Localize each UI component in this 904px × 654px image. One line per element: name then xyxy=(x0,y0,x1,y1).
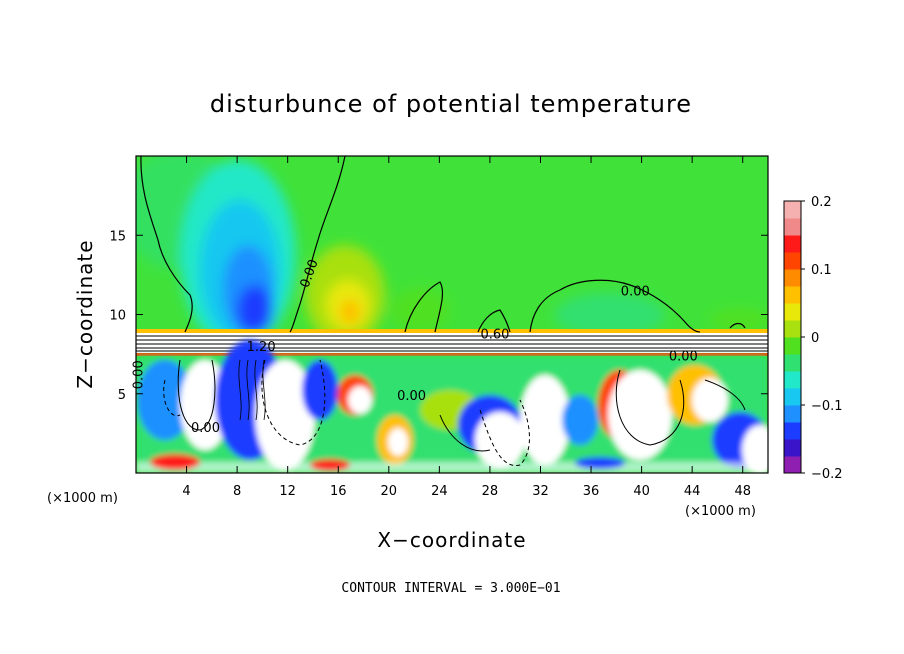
colorbar-tick-label: −0.1 xyxy=(811,399,843,414)
x-tick-label: 44 xyxy=(684,484,701,499)
contour-label: 0.00 xyxy=(397,389,426,404)
colorbar-tick-label: 0.2 xyxy=(811,195,832,210)
x-axis: 4 8 12 16 20 24 28 32 36 40 44 48 xyxy=(182,156,751,499)
colorbar-swatch xyxy=(784,218,801,236)
contour-label: 1.20 xyxy=(247,340,276,355)
x-tick-label: 12 xyxy=(279,484,296,499)
contour-label: 0.60 xyxy=(480,327,509,342)
colorbar-swatch xyxy=(784,422,801,440)
colorbar-swatch xyxy=(784,337,801,355)
x-tick-label: 16 xyxy=(330,484,347,499)
chart-title: disturbunce of potential temperature xyxy=(210,90,692,118)
colorbar-swatch xyxy=(784,235,801,253)
contour-label: 0.00 xyxy=(131,360,146,389)
contour-label: 0.00 xyxy=(669,349,698,364)
colorbar-swatch xyxy=(784,456,801,474)
x-tick-label: 48 xyxy=(734,484,751,499)
colorbar-tick-label: 0.1 xyxy=(811,263,832,278)
x-tick-label: 24 xyxy=(431,484,448,499)
x-unit-label-right: (×1000 m) xyxy=(685,504,756,519)
colorbar xyxy=(783,200,802,474)
y-tick-label: 5 xyxy=(118,388,126,403)
colorbar-swatch xyxy=(784,371,801,389)
colorbar-swatch xyxy=(784,320,801,338)
x-unit-label-left: (×1000 m) xyxy=(47,491,118,506)
x-tick-label: 32 xyxy=(532,484,549,499)
colorbar-ticks: 0.2 0.1 0 −0.1 −0.2 xyxy=(801,195,843,482)
colorbar-swatch xyxy=(784,405,801,423)
contour-interval-note: CONTOUR INTERVAL = 3.000E−01 xyxy=(341,581,560,596)
y-axis: 5 10 15 xyxy=(109,229,768,403)
colorbar-swatch xyxy=(784,439,801,457)
contour-labels: 0.000.000.601.200.000.000.000.00 xyxy=(131,258,697,436)
colorbar-swatch xyxy=(784,252,801,270)
colorbar-swatch xyxy=(784,354,801,372)
y-axis-label: Z−coordinate xyxy=(73,239,97,388)
colorbar-swatch xyxy=(784,201,801,219)
contour-label: 0.00 xyxy=(191,421,220,436)
heatmap-field xyxy=(136,156,768,473)
y-tick-label: 15 xyxy=(109,229,126,244)
x-tick-label: 28 xyxy=(482,484,499,499)
colorbar-swatch xyxy=(784,286,801,304)
colorbar-tick-label: −0.2 xyxy=(811,467,843,482)
colorbar-swatch xyxy=(784,388,801,406)
colorbar-swatch xyxy=(784,269,801,287)
contour-label: 0.00 xyxy=(621,284,650,299)
y-tick-label: 10 xyxy=(109,309,126,324)
colorbar-tick-label: 0 xyxy=(811,331,819,346)
x-tick-label: 4 xyxy=(182,484,190,499)
x-tick-label: 8 xyxy=(233,484,241,499)
x-tick-label: 36 xyxy=(583,484,600,499)
colorbar-swatch xyxy=(784,303,801,321)
x-axis-label: X−coordinate xyxy=(377,528,526,552)
x-tick-label: 20 xyxy=(381,484,398,499)
x-tick-label: 40 xyxy=(633,484,650,499)
